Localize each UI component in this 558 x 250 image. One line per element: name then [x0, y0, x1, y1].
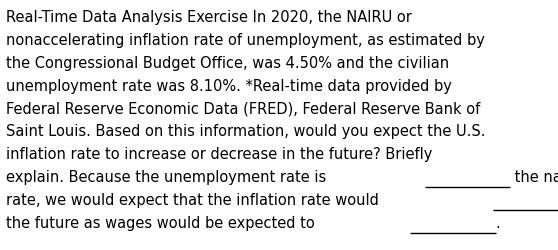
Text: nonaccelerating inflation rate of unemployment, as estimated by: nonaccelerating inflation rate of unempl… [6, 33, 484, 48]
Text: Real-Time Data Analysis Exercise In 2020, the NAIRU or: Real-Time Data Analysis Exercise In 2020… [6, 10, 411, 25]
Text: Federal Reserve Economic Data (FRED), Federal Reserve Bank of: Federal Reserve Economic Data (FRED), Fe… [6, 101, 480, 116]
Text: explain. Because the unemployment rate is: explain. Because the unemployment rate i… [6, 169, 330, 184]
Text: .: . [496, 215, 501, 230]
Text: inflation rate to increase or decrease in the future? Briefly: inflation rate to increase or decrease i… [6, 146, 432, 162]
Text: the natural: the natural [511, 169, 558, 184]
Text: Saint Louis. Based on this information, would you expect the U.S.: Saint Louis. Based on this information, … [6, 124, 485, 139]
Text: the Congressional Budget Office, was 4.50% and the civilian: the Congressional Budget Office, was 4.5… [6, 56, 449, 70]
Text: unemployment rate was 8.10%. *Real-time data provided by: unemployment rate was 8.10%. *Real-time … [6, 78, 451, 93]
Text: rate, we would expect that the inflation rate would: rate, we would expect that the inflation… [6, 192, 383, 207]
Text: the future as wages would be expected to: the future as wages would be expected to [6, 215, 319, 230]
